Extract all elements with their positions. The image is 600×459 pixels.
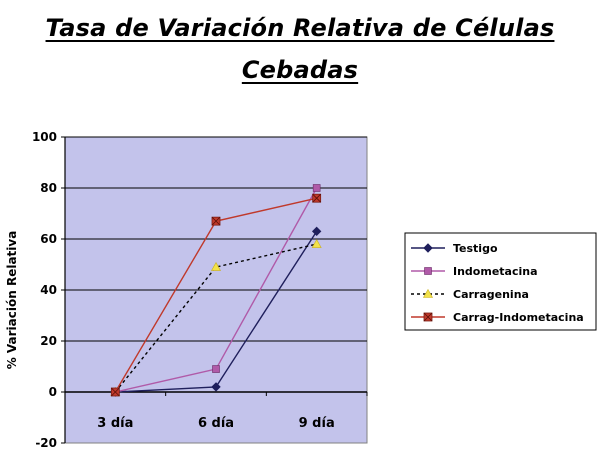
legend: Testigo Indometacina Carragenina Carrag-Ind… — [404, 232, 597, 331]
y-tick-label: 100 — [32, 130, 57, 144]
legend-label-carrag-indometacina: Carrag-Indometacina — [453, 311, 584, 324]
y-tick-labels: -20 0 20 40 60 80 100 — [32, 130, 57, 450]
data-point-carragenina — [311, 238, 322, 248]
chart-title-line-2: Cebadas — [241, 56, 359, 84]
data-point-indometacina — [212, 365, 220, 373]
x-tick-label: 6 día — [198, 416, 234, 431]
data-point-carrag-indometacina — [312, 193, 322, 203]
data-point-carrag-indometacina — [110, 387, 120, 397]
legend-box — [404, 232, 597, 331]
x-tick-label: 9 día — [299, 416, 335, 431]
chart-title-line-1: Tasa de Variación Relativa de Células — [45, 14, 555, 42]
series-line-carragenina — [114, 243, 317, 393]
legend-label-carragenina: Carragenina — [453, 288, 529, 301]
legend-label-testigo: Testigo — [453, 242, 498, 255]
y-tick-label: 0 — [49, 385, 57, 399]
legend-marker-testigo — [423, 243, 433, 253]
legend-marker-carragenina — [422, 288, 434, 298]
series-group — [110, 184, 322, 397]
axes — [61, 136, 368, 444]
y-tick-label: 60 — [40, 232, 57, 246]
y-tick-label: 80 — [40, 181, 57, 195]
y-axis-label: % Variación Relativa — [5, 231, 19, 370]
series-carrag-indometacina — [110, 193, 322, 397]
y-tick-label: 20 — [40, 334, 57, 348]
x-tick-label: 3 día — [97, 416, 133, 431]
data-point-testigo — [211, 382, 221, 392]
gridlines — [65, 136, 367, 393]
legend-marker-carrag-indometacina — [423, 312, 433, 322]
y-tick-label: -20 — [35, 436, 57, 450]
y-tick-label: 40 — [40, 283, 57, 297]
legend-label-indometacina: Indometacina — [453, 265, 538, 278]
data-point-indometacina — [312, 184, 321, 192]
legend-marker-indometacina — [424, 267, 432, 275]
data-point-carrag-indometacina — [211, 216, 221, 226]
data-point-carragenina — [210, 261, 222, 271]
data-point-testigo — [311, 226, 322, 237]
x-tick-labels: 3 día 6 día 9 día — [97, 416, 334, 431]
